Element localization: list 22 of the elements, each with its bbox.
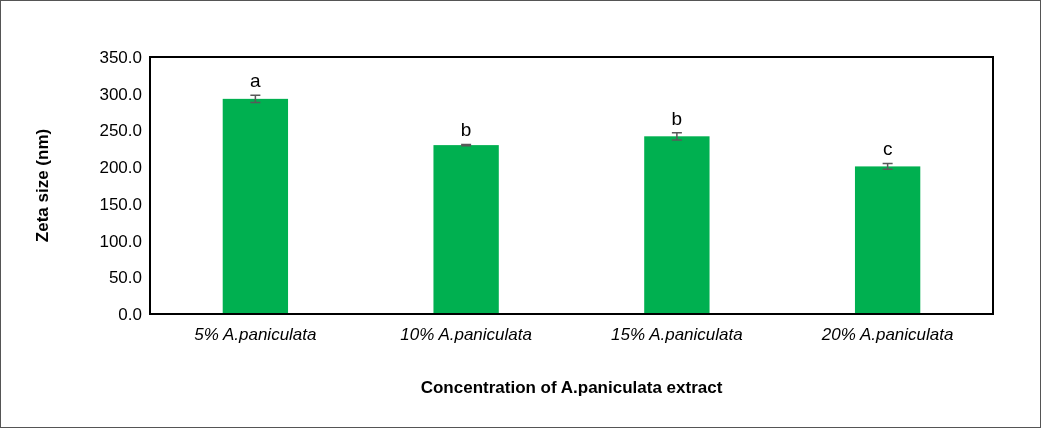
- annotation: b: [460, 119, 472, 141]
- x-tick-label: 5% A.paniculata: [194, 325, 317, 345]
- y-tick-label: 100.0: [99, 231, 142, 251]
- y-tick-label: 200.0: [99, 158, 142, 178]
- y-tick-label: 250.0: [99, 121, 142, 141]
- y-tick-label: 300.0: [99, 84, 142, 104]
- bar: [644, 136, 710, 314]
- y-tick-label: 150.0: [99, 194, 142, 214]
- y-tick-label: 50.0: [108, 268, 142, 288]
- x-axis-title: Concentration of A.paniculata extract: [420, 378, 723, 397]
- y-axis-title: Zeta size (nm): [33, 128, 52, 243]
- annotation: b: [671, 107, 683, 129]
- annotation: a: [250, 70, 262, 92]
- x-tick-label: 15% A.paniculata: [611, 325, 743, 345]
- bar: [222, 98, 289, 314]
- bar: [854, 166, 921, 314]
- y-tick-label: 350.0: [99, 47, 142, 67]
- y-tick-label: 0.0: [118, 304, 142, 324]
- x-tick-label: 20% A.paniculata: [820, 325, 954, 345]
- x-tick-label: 10% A.paniculata: [400, 325, 532, 345]
- annotation: c: [882, 138, 893, 160]
- bar: [433, 145, 499, 314]
